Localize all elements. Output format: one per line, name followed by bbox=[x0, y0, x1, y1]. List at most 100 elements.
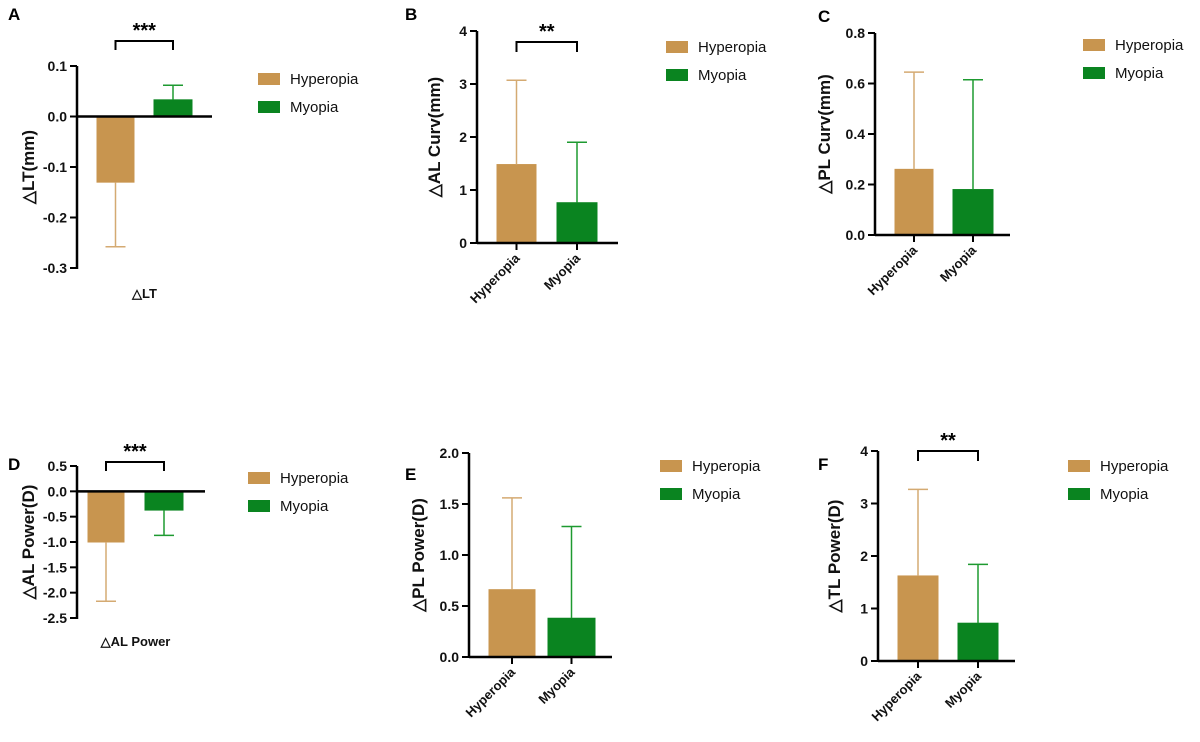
y-tick-label: -0.1 bbox=[43, 159, 67, 175]
x-tick-label: Hyperopia bbox=[865, 242, 921, 298]
y-tick-label: 0.0 bbox=[48, 109, 68, 125]
legend-swatch-myopia bbox=[258, 101, 280, 113]
legend-swatch-hyperopia bbox=[258, 73, 280, 85]
bar-hyperopia bbox=[488, 589, 536, 658]
bar-hyperopia bbox=[897, 575, 939, 662]
legend-swatch-hyperopia bbox=[666, 41, 688, 53]
y-tick-label: 4 bbox=[860, 443, 868, 459]
significance-bracket bbox=[114, 40, 174, 50]
legend-swatch-myopia bbox=[660, 488, 682, 500]
legend-label-hyperopia: Hyperopia bbox=[698, 39, 767, 56]
legend-label-hyperopia: Hyperopia bbox=[280, 470, 349, 487]
significance-bracket bbox=[515, 41, 578, 52]
bar-myopia bbox=[556, 202, 598, 244]
panel-E: E △PL Power(D) Hyperopia Hyperopia Myopia Myo… bbox=[405, 445, 761, 720]
y-tick-label: -0.5 bbox=[43, 509, 67, 525]
panel-D: D △AL Power(D) Hyperopia Myopia 0.5 0.0 -0.5 -1… bbox=[8, 441, 349, 649]
legend-swatch-myopia bbox=[666, 69, 688, 81]
y-tick-label: 3 bbox=[459, 76, 467, 92]
significance-bracket bbox=[105, 461, 165, 471]
bar-hyperopia bbox=[87, 490, 125, 543]
y-tick-label: 0.1 bbox=[48, 58, 68, 74]
legend-label-myopia: Myopia bbox=[290, 99, 339, 116]
x-tick-label: Hyperopia bbox=[463, 664, 519, 720]
legend-swatch-hyperopia bbox=[248, 472, 270, 484]
y-tick-label: -1.0 bbox=[43, 534, 67, 550]
y-tick-label: 0 bbox=[459, 235, 467, 251]
y-tick-label: 0.2 bbox=[846, 177, 866, 193]
y-tick-label: -0.3 bbox=[43, 260, 67, 276]
x-tick-label: Myopia bbox=[937, 242, 980, 285]
x-axis-label: △LT bbox=[131, 286, 157, 301]
bar-hyperopia bbox=[894, 168, 934, 236]
y-axis-label: △AL Curv(mm) bbox=[425, 77, 444, 198]
y-tick-label: 2.0 bbox=[440, 445, 460, 461]
significance-stars: ** bbox=[940, 430, 956, 452]
x-tick-label: Myopia bbox=[541, 250, 584, 293]
y-tick-label: 0.5 bbox=[48, 458, 68, 474]
y-axis-label: △PL Power(D) bbox=[409, 498, 428, 613]
panel-C: C △PL Curv(mm) Hyperopia Hyperopia Myopia Myo… bbox=[815, 7, 1184, 298]
y-tick-label: -0.2 bbox=[43, 210, 67, 226]
y-tick-label: 0.6 bbox=[846, 76, 866, 92]
y-tick-label: -2.0 bbox=[43, 585, 67, 601]
panel-letter: D bbox=[8, 455, 20, 474]
bar-myopia bbox=[153, 99, 193, 117]
significance-bracket bbox=[917, 450, 979, 461]
x-tick-label: Myopia bbox=[535, 664, 578, 707]
y-tick-label: 0.5 bbox=[440, 598, 460, 614]
y-tick-label: 2 bbox=[459, 129, 467, 145]
bar-hyperopia bbox=[496, 164, 537, 244]
legend-swatch-myopia bbox=[248, 500, 270, 512]
bar-hyperopia bbox=[96, 116, 135, 183]
x-axis-label: △AL Power bbox=[100, 634, 171, 649]
y-tick-label: 1 bbox=[459, 182, 467, 198]
y-axis-label: △PL Curv(mm) bbox=[815, 74, 834, 195]
legend-label-hyperopia: Hyperopia bbox=[692, 458, 761, 475]
y-tick-label: 0 bbox=[860, 653, 868, 669]
y-tick-label: 0.4 bbox=[846, 126, 866, 142]
legend-swatch-hyperopia bbox=[1083, 39, 1105, 51]
bar-myopia bbox=[957, 622, 999, 662]
y-tick-label: 2 bbox=[860, 548, 868, 564]
x-tick-label: Hyperopia bbox=[869, 668, 925, 724]
legend-swatch-hyperopia bbox=[660, 460, 682, 472]
significance-stars: ** bbox=[539, 21, 555, 43]
y-tick-label: 1.0 bbox=[440, 547, 460, 563]
legend-swatch-myopia bbox=[1068, 488, 1090, 500]
legend-label-myopia: Myopia bbox=[280, 498, 329, 515]
y-tick-label: 0.0 bbox=[846, 227, 866, 243]
y-tick-label: -1.5 bbox=[43, 559, 67, 575]
panel-letter: E bbox=[405, 465, 416, 484]
legend-label-hyperopia: Hyperopia bbox=[1115, 37, 1184, 54]
bar-myopia bbox=[144, 490, 184, 511]
y-tick-label: 4 bbox=[459, 23, 467, 39]
legend-label-hyperopia: Hyperopia bbox=[290, 71, 359, 88]
x-tick-label: Hyperopia bbox=[467, 250, 523, 306]
panel-B: B △AL Curv(mm) Hyperopia Hyperopia Myopia Myo… bbox=[405, 5, 767, 306]
panel-letter: F bbox=[818, 455, 828, 474]
panel-A: A △LT(mm) Hyperopia Myopia 0.1 0.0 -0.1 -0.2 -0.… bbox=[8, 5, 359, 301]
legend-label-myopia: Myopia bbox=[698, 67, 747, 84]
significance-stars: *** bbox=[133, 20, 157, 42]
y-tick-label: 0.0 bbox=[48, 483, 68, 499]
legend-swatch-hyperopia bbox=[1068, 460, 1090, 472]
legend-label-myopia: Myopia bbox=[1115, 65, 1164, 82]
legend-label-myopia: Myopia bbox=[1100, 486, 1149, 503]
panel-letter: A bbox=[8, 5, 20, 24]
y-tick-label: 1 bbox=[860, 601, 868, 617]
y-axis-label: △AL Power(D) bbox=[19, 485, 38, 601]
panel-letter: B bbox=[405, 5, 417, 24]
significance-stars: *** bbox=[123, 441, 147, 463]
bar-myopia bbox=[952, 189, 994, 236]
bar-myopia bbox=[547, 617, 596, 658]
legend-label-hyperopia: Hyperopia bbox=[1100, 458, 1169, 475]
y-tick-label: 0.0 bbox=[440, 649, 460, 665]
y-axis-label: △TL Power(D) bbox=[825, 500, 844, 614]
y-tick-label: 0.8 bbox=[846, 25, 866, 41]
y-axis-label: △LT(mm) bbox=[19, 130, 38, 205]
y-tick-label: 1.5 bbox=[440, 496, 460, 512]
legend-swatch-myopia bbox=[1083, 67, 1105, 79]
y-tick-label: 3 bbox=[860, 496, 868, 512]
